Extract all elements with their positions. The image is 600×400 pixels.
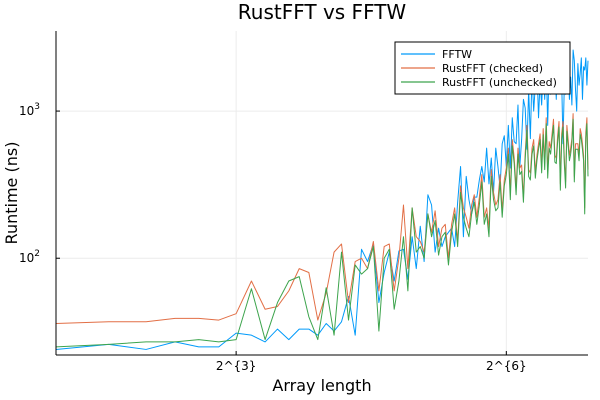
x-axis-label: Array length: [272, 376, 371, 395]
x-tick-label: 2^{6}: [486, 359, 527, 373]
legend-label: FFTW: [442, 48, 472, 61]
series-line-2: [55, 113, 589, 325]
x-tick-label: 2^{3}: [216, 359, 257, 373]
legend-label: RustFFT (checked): [442, 62, 543, 75]
ticks: 2^{3} 2^{6} 102 103: [19, 102, 527, 373]
y-tick-label: 103: [19, 102, 40, 118]
legend-label: RustFFT (unchecked): [442, 76, 557, 89]
chart-title: RustFFT vs FFTW: [238, 0, 407, 24]
series-line-3: [55, 118, 589, 348]
series-line-1: [55, 49, 589, 350]
y-tick-label: 102: [19, 249, 40, 265]
y-axis-label: Runtime (ns): [2, 142, 21, 245]
plot-lines: [55, 49, 589, 350]
